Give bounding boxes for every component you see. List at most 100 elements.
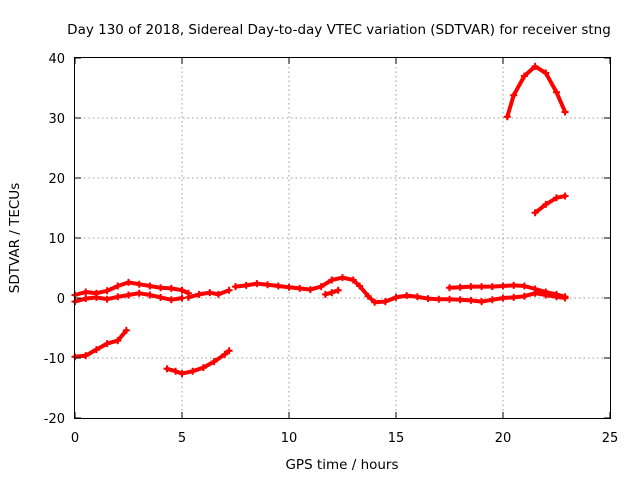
- data-point: [184, 293, 192, 301]
- data-point: [499, 294, 507, 302]
- data-point: [103, 340, 111, 348]
- x-tick-label: 0: [71, 431, 79, 446]
- data-point: [424, 295, 432, 303]
- data-point: [122, 326, 130, 334]
- x-tick-label: 10: [281, 431, 298, 446]
- x-axis-label: GPS time / hours: [285, 457, 398, 473]
- data-point: [499, 282, 507, 290]
- x-tick-label: 20: [495, 431, 512, 446]
- data-point: [214, 290, 222, 298]
- data-point: [510, 91, 518, 99]
- data-point: [446, 295, 453, 303]
- data-point: [478, 298, 486, 306]
- data-point: [553, 290, 560, 298]
- data-point: [561, 293, 569, 301]
- data-point: [317, 283, 325, 291]
- data-point: [167, 284, 175, 292]
- data-point: [435, 295, 443, 303]
- data-point: [306, 286, 314, 294]
- data-point: [321, 290, 329, 298]
- data-point: [381, 298, 389, 306]
- data-point: [553, 88, 560, 96]
- data-point: [163, 365, 171, 373]
- ticks: [74, 57, 611, 419]
- data-point: [296, 284, 304, 292]
- data-point: [125, 291, 132, 299]
- data-point: [253, 280, 261, 288]
- data-point: [210, 358, 218, 366]
- data-point: [285, 283, 293, 291]
- y-tick-label: 10: [48, 232, 65, 247]
- data-point: [413, 293, 421, 301]
- data-point: [456, 296, 464, 304]
- data-point: [225, 347, 233, 355]
- data-point: [157, 293, 165, 301]
- data-point: [488, 283, 496, 291]
- y-tick-label: -10: [44, 352, 65, 367]
- data-point: [349, 276, 357, 284]
- tick-labels: 0 5 10 15 20 25 -20 -10 0 10 20 30 40: [44, 52, 619, 446]
- data-point: [103, 295, 111, 303]
- data-point: [503, 113, 511, 121]
- data-point: [478, 283, 486, 291]
- data-point: [82, 295, 90, 303]
- data-point: [542, 288, 550, 296]
- data-point: [561, 192, 569, 200]
- data-point: [334, 286, 342, 294]
- data-point: [232, 283, 239, 291]
- data-point: [221, 350, 229, 358]
- data-point: [328, 276, 336, 284]
- data-point: [135, 289, 143, 297]
- data-point: [114, 282, 122, 290]
- data-point: [146, 282, 154, 290]
- data-point: [82, 352, 90, 360]
- data-point: [364, 292, 372, 300]
- data-point: [392, 293, 400, 301]
- data-point: [446, 284, 453, 292]
- data-point: [135, 280, 143, 288]
- x-tick-label: 5: [178, 431, 186, 446]
- data-point: [274, 282, 282, 290]
- y-tick-label: 30: [48, 112, 65, 127]
- data-point: [371, 298, 379, 306]
- data-point: [467, 283, 475, 291]
- series-arc-mid-low: [186, 288, 232, 300]
- data-point: [531, 209, 539, 217]
- data-point: [125, 278, 132, 286]
- y-tick-label: -20: [44, 412, 65, 427]
- y-axis-label: SDTVAR / TECUs: [7, 183, 23, 293]
- data-point: [520, 72, 528, 80]
- data-point: [328, 289, 336, 297]
- data-point: [520, 282, 528, 290]
- data-point: [531, 62, 539, 70]
- data-point: [542, 69, 550, 77]
- data-point: [225, 286, 233, 294]
- data-point: [488, 296, 496, 304]
- y-tick-label: 0: [57, 292, 65, 307]
- data-point: [403, 292, 411, 300]
- data-point: [189, 367, 197, 375]
- data-point: [195, 290, 203, 298]
- y-tick-label: 40: [48, 52, 65, 67]
- data-point: [178, 294, 186, 302]
- data-point: [531, 285, 539, 293]
- series-arc-main: [233, 275, 568, 305]
- data-point: [242, 281, 250, 289]
- data-point: [510, 293, 518, 301]
- data-point: [561, 108, 569, 116]
- data-point: [339, 274, 346, 282]
- data-point: [467, 296, 475, 304]
- data-point: [356, 282, 364, 290]
- data-point: [146, 291, 154, 299]
- data-point: [542, 200, 550, 208]
- data-point: [178, 370, 186, 378]
- grid: [75, 58, 610, 418]
- x-tick-label: 15: [388, 431, 405, 446]
- data-point: [172, 367, 180, 375]
- data-point: [103, 287, 111, 295]
- data-point: [157, 284, 165, 292]
- data-layer: [71, 62, 569, 378]
- data-point: [199, 364, 207, 372]
- data-point: [553, 194, 560, 202]
